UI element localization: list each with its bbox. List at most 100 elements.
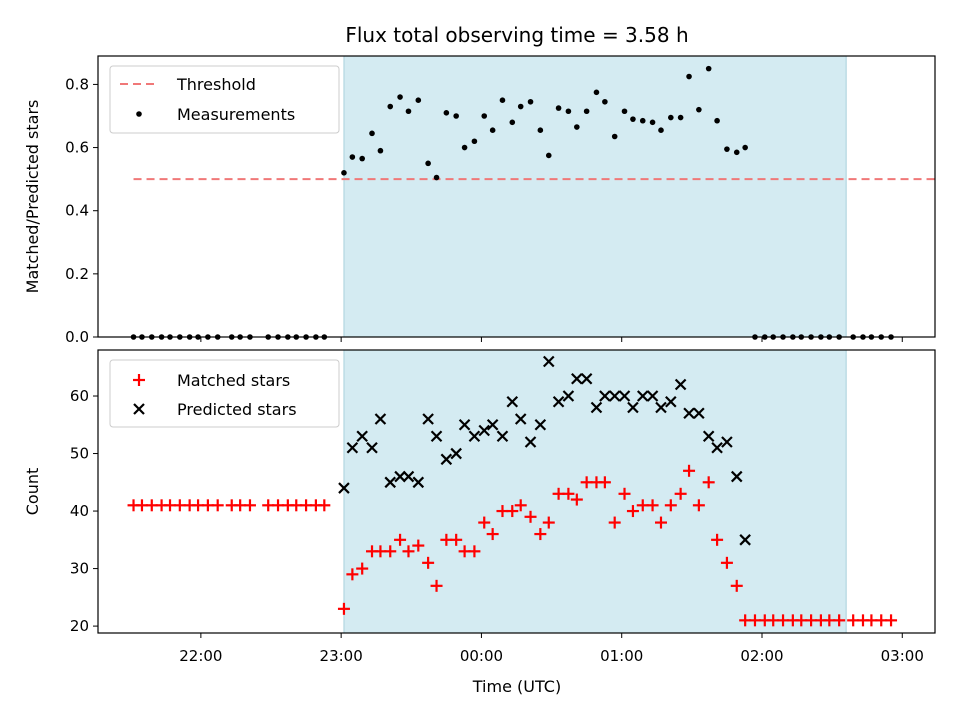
y-axis-label-bottom: Count (23, 468, 42, 516)
measurement-point (649, 119, 656, 126)
legend-predicted-swatch (133, 403, 145, 415)
legend-box-top (109, 65, 340, 134)
x-tick-label: 23:00 (320, 647, 363, 665)
measurement-point (696, 106, 702, 113)
predicted-star-marker (506, 395, 519, 408)
measurement-point (621, 108, 628, 115)
matched-star-marker (337, 602, 350, 615)
legend-matched-swatch (133, 374, 145, 386)
measurement-point (545, 152, 552, 159)
matched-star-marker (720, 556, 733, 569)
matched-star-marker (664, 499, 677, 512)
y-tick-label: 0.0 (65, 328, 89, 346)
measurement-point (527, 98, 534, 105)
measurement-point (405, 108, 412, 115)
y-ticks-top: 0.0 0.2 0.4 0.6 0.8 (65, 75, 98, 346)
predicted-star-marker (338, 482, 350, 494)
measurement-point (453, 113, 459, 119)
measurements-points (130, 65, 894, 340)
matched-star-marker (711, 533, 724, 546)
predicted-star-marker (524, 436, 537, 448)
predicted-star-marker (486, 418, 499, 431)
measurement-point (630, 116, 636, 122)
predicted-star-marker (655, 401, 667, 414)
matched-star-marker (646, 499, 659, 512)
predicted-star-marker (665, 395, 677, 408)
predicted-star-marker (402, 470, 415, 483)
matched-star-marker (506, 505, 519, 518)
matched-star-marker (674, 487, 687, 500)
x-tick-label: 03:00 (881, 647, 924, 665)
shaded-region-bottom (343, 349, 847, 634)
predicted-star-marker (721, 436, 733, 448)
x-tick-label: 00:00 (460, 647, 503, 665)
axes-frame-top (97, 55, 936, 338)
legend-threshold-label: Threshold (176, 75, 256, 94)
matched-star-marker (542, 516, 555, 529)
matched-stars-points (127, 464, 898, 627)
matched-star-marker (211, 499, 224, 512)
matched-star-marker (534, 528, 547, 541)
predicted-star-marker (394, 470, 406, 483)
matched-star-marker (318, 499, 331, 512)
predicted-star-marker (693, 407, 705, 420)
legend-measurements-swatch (136, 111, 142, 117)
legend-predicted-label: Predicted stars (177, 400, 297, 419)
axes-frame-bottom (97, 349, 936, 634)
matched-star-marker (885, 614, 898, 627)
matched-star-marker (692, 499, 705, 512)
matched-star-marker (412, 539, 425, 552)
measurement-point (425, 160, 431, 167)
x-ticks-top (200, 337, 903, 342)
y-tick-label: 0.8 (65, 75, 89, 93)
matched-star-marker (524, 510, 537, 523)
measurement-point (499, 97, 506, 104)
matched-star-marker (730, 579, 743, 592)
matched-star-marker (702, 476, 715, 489)
predicted-star-marker (646, 390, 659, 402)
predicted-star-marker (552, 395, 565, 408)
predicted-star-marker (683, 407, 695, 420)
predicted-star-marker (356, 430, 368, 443)
measurement-point (471, 138, 478, 145)
predicted-star-marker (412, 476, 425, 489)
matched-star-marker (430, 579, 443, 592)
matched-star-marker (683, 464, 696, 477)
measurement-point (387, 103, 394, 110)
measurement-point (583, 108, 590, 115)
predicted-stars-points (338, 355, 751, 546)
measurement-point (705, 65, 712, 72)
predicted-star-marker (618, 390, 631, 402)
matched-star-marker (402, 545, 415, 558)
matched-star-marker (486, 528, 499, 541)
y-tick-label: 20 (70, 617, 89, 635)
measurement-point (415, 97, 422, 104)
predicted-star-marker (608, 390, 621, 402)
measurement-point (686, 73, 692, 80)
measurement-point (658, 127, 664, 133)
matched-star-marker (514, 499, 527, 512)
legend-matched-label: Matched stars (177, 371, 290, 390)
predicted-star-marker (599, 390, 611, 402)
matched-star-marker (626, 505, 639, 518)
measurement-point (397, 94, 403, 100)
predicted-star-marker (514, 413, 527, 425)
predicted-star-marker (422, 413, 434, 425)
predicted-star-marker (562, 390, 575, 402)
measurement-point (377, 147, 384, 154)
measurement-point (369, 130, 375, 137)
predicted-star-marker (440, 453, 453, 466)
matched-star-marker (562, 487, 575, 500)
matched-star-marker (384, 545, 397, 558)
measurement-point (593, 89, 600, 96)
matched-star-marker (833, 614, 846, 627)
shaded-region-top (343, 55, 847, 338)
y-ticks-bottom: 20 30 40 50 60 (70, 387, 98, 635)
legend-top: Threshold Measurements (109, 65, 340, 134)
matched-star-marker (346, 568, 359, 581)
x-tick-label: 01:00 (600, 647, 643, 665)
measurement-point (349, 154, 356, 160)
measurement-point (668, 114, 674, 121)
matched-star-marker (468, 545, 481, 558)
